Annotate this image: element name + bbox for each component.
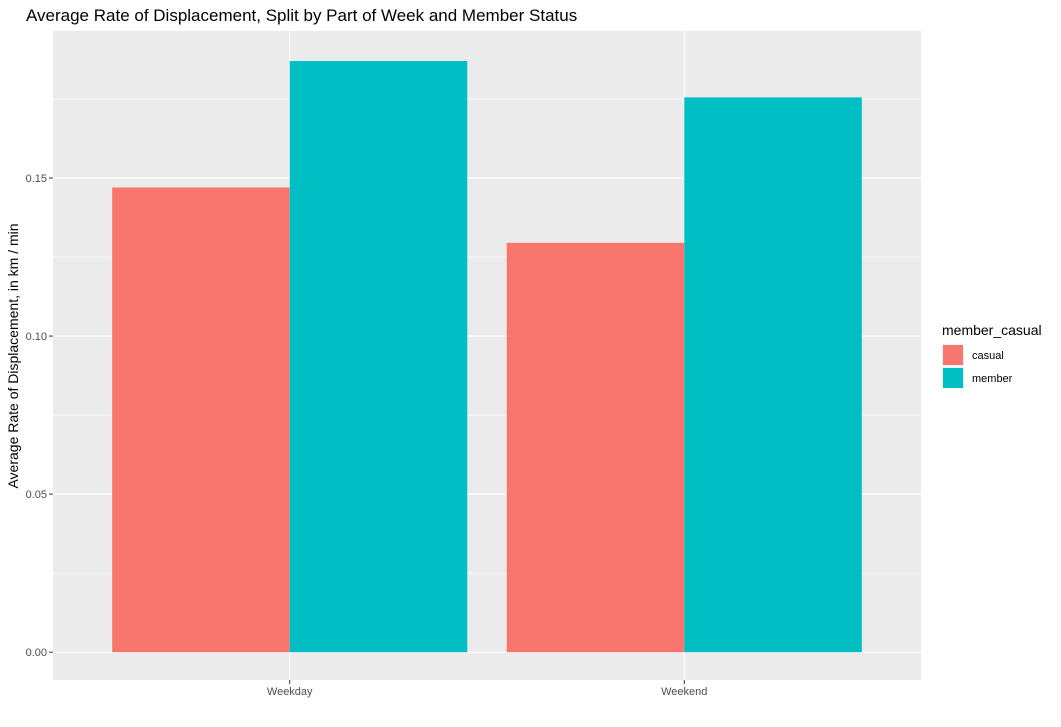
bar-member-weekday <box>289 61 468 653</box>
y-tick-label: 0.10 <box>26 331 47 343</box>
chart-title: Average Rate of Displacement, Split by P… <box>26 6 577 25</box>
legend-title: member_casual <box>942 322 1042 338</box>
legend-label-casual: casual <box>972 350 1004 362</box>
y-axis-title: Average Rate of Displacement, in km / mi… <box>5 223 21 488</box>
bars-group <box>112 61 862 653</box>
y-tick-label: 0.15 <box>26 173 47 185</box>
y-axis: 0.00 0.05 0.10 0.15 <box>26 173 53 659</box>
x-tick-label: Weekend <box>661 686 707 698</box>
legend: member_casual casual member <box>942 322 1042 389</box>
x-axis: Weekday Weekend <box>267 680 707 698</box>
legend-label-member: member <box>972 373 1013 385</box>
legend-items: casual member <box>942 344 1013 389</box>
bar-casual-weekend <box>506 242 685 653</box>
legend-swatch-member <box>943 368 963 388</box>
legend-swatch-casual <box>943 345 963 365</box>
y-tick-label: 0.05 <box>26 489 47 501</box>
y-tick-label: 0.00 <box>26 647 47 659</box>
x-tick-label: Weekday <box>267 686 313 698</box>
bar-casual-weekday <box>112 187 290 653</box>
bar-member-weekend <box>684 97 862 653</box>
